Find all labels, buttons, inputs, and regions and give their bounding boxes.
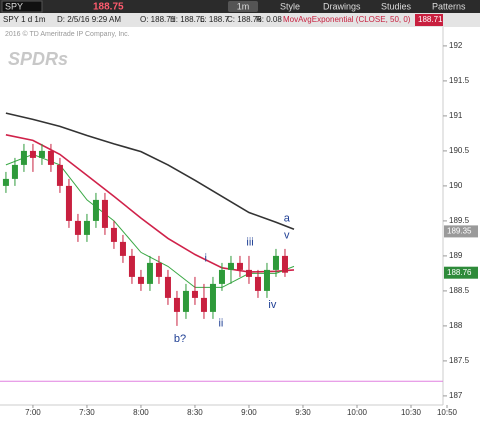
- candle-body: [11, 164, 18, 179]
- header-field: C: 188.76: [227, 15, 262, 24]
- header-field: L: 188.7: [200, 15, 229, 24]
- last-price: 188.75: [93, 2, 124, 13]
- candle-body: [272, 255, 279, 270]
- candle-body: [101, 199, 108, 228]
- candle-body: [110, 227, 117, 242]
- symbol: SPY: [5, 1, 23, 11]
- x-tick-label: 8:00: [133, 408, 149, 417]
- wave-label: v: [284, 230, 290, 242]
- interval: 1m: [237, 1, 250, 11]
- toolbar-button[interactable]: Patterns: [432, 1, 466, 11]
- price-label: 189.35: [447, 227, 472, 236]
- candle-body: [164, 276, 171, 298]
- candle-body: [56, 164, 63, 186]
- header-field: R: 0.08: [256, 15, 282, 24]
- candle-body: [254, 276, 261, 291]
- candle-body: [155, 262, 162, 277]
- candle-body: [218, 269, 225, 284]
- y-tick-label: 188: [449, 321, 463, 330]
- toolbar-button[interactable]: Studies: [381, 1, 412, 11]
- candle-body: [74, 220, 81, 235]
- candle-body: [38, 150, 45, 158]
- candle-body: [128, 255, 135, 277]
- candle-body: [209, 283, 216, 312]
- moving-average: [5, 112, 295, 231]
- x-tick-label: 9:30: [295, 408, 311, 417]
- candle-body: [47, 150, 54, 165]
- candle-body: [83, 220, 90, 235]
- toolbar-button[interactable]: Style: [280, 1, 300, 11]
- moving-average: [5, 134, 295, 273]
- candle-body: [236, 262, 243, 270]
- copyright: 2016 © TD Ameritrade IP Company, Inc.: [5, 30, 130, 38]
- study-value-box: [415, 14, 443, 26]
- price-label-box: [444, 225, 478, 238]
- candle-body: [200, 297, 207, 312]
- wave-label: a: [284, 213, 291, 225]
- toolbar-button[interactable]: Drawings: [323, 1, 361, 11]
- candle-body: [92, 199, 99, 221]
- candle-body: [20, 150, 27, 165]
- candle-body: [2, 178, 9, 186]
- moving-average: [5, 153, 295, 288]
- header-field: D: 2/5/16 9:29 AM: [57, 15, 121, 24]
- y-tick-label: 189.5: [449, 216, 470, 225]
- y-tick-label: 190: [449, 181, 463, 190]
- x-tick-label: 8:30: [187, 408, 203, 417]
- x-tick-label: 10:00: [347, 408, 368, 417]
- watermark: SPDRs: [8, 49, 68, 69]
- price-label: 188.76: [447, 268, 472, 277]
- y-tick-label: 188.5: [449, 286, 470, 295]
- candle-body: [263, 269, 270, 291]
- y-tick-label: 191.5: [449, 76, 470, 85]
- y-tick-label: 189: [449, 251, 463, 260]
- header-bar: [0, 13, 480, 27]
- symbol-box[interactable]: [1, 0, 43, 13]
- chart-title: SPY 1 d 1m: [3, 15, 46, 24]
- candle-body: [29, 150, 36, 158]
- candle-body: [245, 269, 252, 277]
- candle-body: [182, 290, 189, 312]
- study-value: 188.71: [418, 15, 443, 24]
- wave-label: ii: [218, 318, 223, 330]
- candle-body: [173, 297, 180, 312]
- x-tick-label: 10:50: [437, 408, 458, 417]
- x-tick-label: 9:00: [241, 408, 257, 417]
- candle-body: [191, 290, 198, 298]
- study-name: MovAvgExponential (CLOSE, 50, 0): [283, 15, 411, 24]
- wave-label: iv: [268, 299, 276, 311]
- candle-body: [227, 262, 234, 270]
- wave-label: iii: [246, 237, 253, 249]
- candle-body: [281, 255, 288, 273]
- y-tick-label: 187: [449, 391, 463, 400]
- y-tick-label: 191: [449, 111, 463, 120]
- y-tick-label: 192: [449, 41, 463, 50]
- wave-label: b?: [174, 333, 186, 345]
- header-field: O: 188.71: [140, 15, 176, 24]
- candle-body: [65, 185, 72, 221]
- x-tick-label: 7:30: [79, 408, 95, 417]
- price-label-box: [444, 266, 478, 279]
- candle-body: [119, 241, 126, 256]
- header-field: H: 188.76: [170, 15, 205, 24]
- candle-body: [137, 276, 144, 284]
- y-tick-label: 187.5: [449, 356, 470, 365]
- x-tick-label: 7:00: [25, 408, 41, 417]
- candle-body: [146, 262, 153, 284]
- wave-label: i: [205, 253, 207, 265]
- x-tick-label: 10:30: [401, 408, 422, 417]
- interval-button[interactable]: [228, 1, 258, 12]
- y-tick-label: 190.5: [449, 146, 470, 155]
